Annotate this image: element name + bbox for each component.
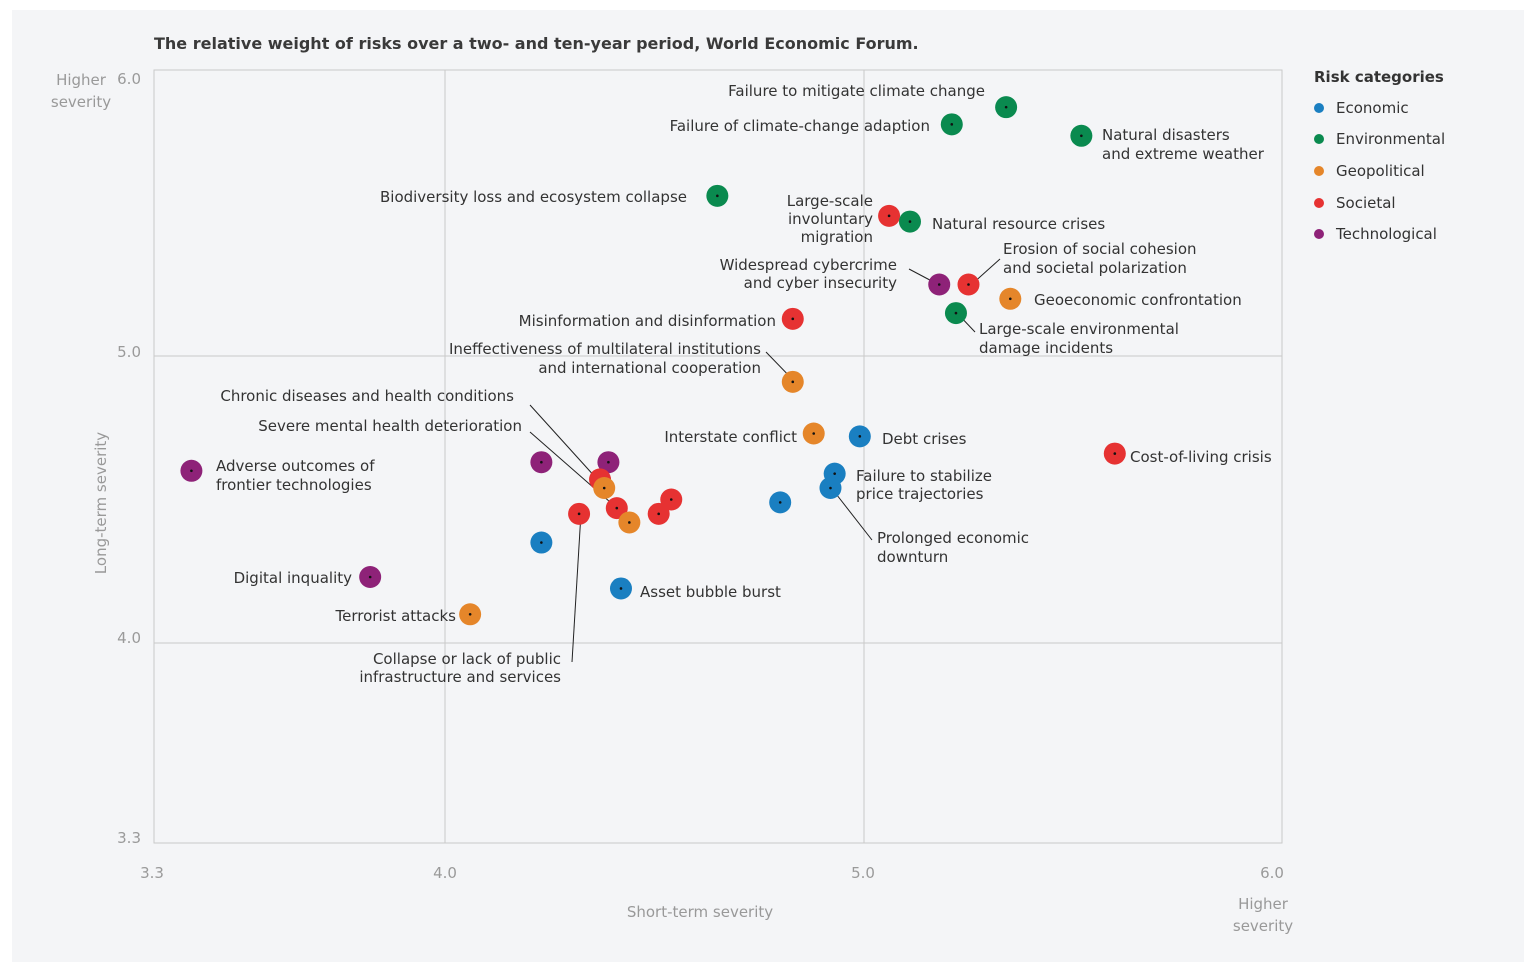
point-label: Adverse outcomes of frontier technologies [216, 457, 375, 494]
legend-label: Technological [1336, 225, 1437, 244]
legend-item-environmental: Environmental [1314, 124, 1445, 156]
legend-item-geopolitical: Geopolitical [1314, 155, 1445, 187]
data-point-center [829, 486, 832, 490]
data-point-center [1113, 452, 1117, 455]
data-point-center [791, 380, 795, 384]
geopolitical-swatch-icon [1314, 165, 1324, 176]
y-tick-label: 6.0 [117, 70, 141, 88]
societal-swatch-icon [1314, 197, 1324, 208]
point-label: Prolonged economic downturn [877, 529, 1029, 566]
point-label: Asset bubble burst [640, 583, 781, 601]
data-point-center [1004, 105, 1008, 109]
data-point-center [607, 460, 610, 464]
point-label: Biodiversity loss and ecosystem collapse [380, 188, 687, 206]
data-point-center [468, 613, 472, 616]
point-label: Severe mental health deterioration [258, 417, 522, 435]
legend-label: Societal [1336, 193, 1396, 212]
data-point-center [1080, 134, 1083, 138]
x-axis-label: Short-term severity [627, 903, 773, 921]
legend-label: Environmental [1336, 130, 1446, 149]
data-point-center [791, 317, 795, 321]
economic-swatch-icon [1314, 102, 1324, 113]
point-label: Misinformation and disinformation [519, 312, 776, 330]
point-label: Ineffectiveness of multilateral institut… [449, 340, 761, 377]
leader-line [832, 489, 873, 541]
chart-title: The relative weight of risks over a two-… [154, 34, 919, 53]
data-point-center [540, 460, 543, 464]
data-point-center [368, 575, 372, 579]
data-point-center [778, 501, 782, 504]
legend-title: Risk categories [1314, 68, 1444, 86]
data-point-center [669, 498, 673, 501]
point-label: Large-scale involuntary migration [787, 192, 873, 246]
data-point-center [967, 283, 970, 286]
data-point-center [190, 469, 193, 473]
point-label: Failure to mitigate climate change [728, 82, 985, 100]
legend-item-economic: Economic [1314, 92, 1445, 124]
x-tick-label: 3.3 [140, 864, 164, 882]
point-label: Natural resource crises [932, 215, 1105, 233]
data-point-center [954, 311, 958, 315]
data-point-center [937, 283, 941, 286]
leader-line [571, 512, 582, 663]
point-label: Natural disasters and extreme weather [1102, 126, 1265, 163]
data-point-center [908, 220, 912, 223]
legend-item-societal: Societal [1314, 187, 1445, 219]
chart-panel [12, 10, 1524, 962]
x-axis-end-label: Higher severity [1233, 895, 1293, 935]
legend-item-technological: Technological [1314, 218, 1445, 250]
data-point-center [716, 194, 719, 198]
point-label: Large-scale environmental damage incident… [979, 320, 1179, 357]
data-point-center [812, 432, 816, 435]
point-label: Geoeconomic confrontation [1034, 291, 1242, 309]
data-point-center [657, 512, 660, 516]
data-point-center [858, 435, 862, 438]
legend-label: Economic [1336, 98, 1409, 117]
data-point-center [540, 541, 543, 544]
point-label: Terrorist attacks [335, 607, 457, 625]
x-tick-label: 5.0 [851, 864, 875, 882]
data-point-center [833, 472, 836, 475]
data-point-center [628, 521, 631, 524]
point-label: Collapse or lack of public infrastructure… [359, 650, 561, 686]
point-label: Chronic diseases and health conditions [220, 387, 514, 405]
point-label: Failure to stabilize price trajectories [856, 467, 992, 503]
y-tick-label: 4.0 [117, 629, 141, 647]
x-tick-label: 4.0 [433, 864, 457, 882]
technological-swatch-icon [1314, 229, 1324, 240]
y-axis-label: Long-term severity [92, 432, 110, 574]
data-point-center [577, 512, 581, 516]
point-label: Erosion of social cohesion and societal p… [1003, 240, 1197, 277]
point-label: Failure of climate-change adaption [670, 117, 930, 135]
legend: Risk categories Economic Environmental G… [1314, 68, 1445, 250]
y-axis-end-label: Higher severity [51, 71, 111, 111]
data-point-center [619, 587, 623, 590]
y-tick-label: 5.0 [117, 343, 141, 361]
point-label: Cost-of-living crisis [1130, 448, 1272, 466]
data-point-center [950, 123, 954, 126]
y-tick-label: 3.3 [117, 829, 141, 847]
data-point-center [602, 486, 606, 490]
legend-label: Geopolitical [1336, 161, 1425, 180]
data-point-center [887, 214, 891, 218]
data-point-center [615, 506, 619, 510]
x-tick-label: 6.0 [1260, 864, 1284, 882]
environmental-swatch-icon [1314, 134, 1324, 145]
point-label: Interstate conflict [664, 428, 797, 446]
point-label: Debt crises [882, 430, 967, 448]
leader-line [529, 404, 598, 480]
plot-frame [153, 69, 1283, 844]
data-point-center [1009, 297, 1012, 301]
point-label: Digital inquality [234, 569, 353, 587]
point-label: Widespread cybercrime and cyber insecurit… [720, 256, 898, 292]
